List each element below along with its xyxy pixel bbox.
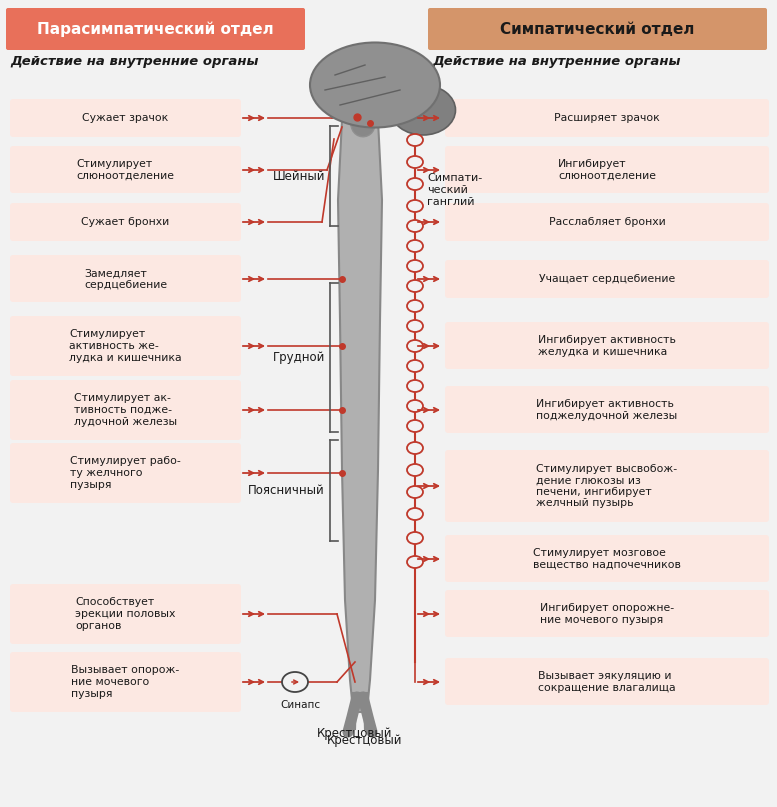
Ellipse shape <box>407 486 423 498</box>
Text: Симпати-
ческий
ганглий: Симпати- ческий ганглий <box>427 174 483 207</box>
Ellipse shape <box>407 442 423 454</box>
FancyBboxPatch shape <box>10 99 241 137</box>
FancyBboxPatch shape <box>445 535 769 582</box>
Text: Расслабляет бронхи: Расслабляет бронхи <box>549 217 665 227</box>
FancyBboxPatch shape <box>10 380 241 440</box>
Text: Поясничный: Поясничный <box>248 484 325 497</box>
Text: Синапс: Синапс <box>280 700 320 710</box>
Ellipse shape <box>407 360 423 372</box>
Text: Парасимпатический отдел: Парасимпатический отдел <box>37 21 274 37</box>
FancyBboxPatch shape <box>428 8 767 50</box>
Text: Стимулирует мозговое
вещество надпочечников: Стимулирует мозговое вещество надпочечни… <box>533 548 681 570</box>
FancyBboxPatch shape <box>445 450 769 522</box>
FancyBboxPatch shape <box>10 255 241 302</box>
FancyBboxPatch shape <box>10 652 241 712</box>
Ellipse shape <box>407 178 423 190</box>
FancyBboxPatch shape <box>10 584 241 644</box>
Text: Крестцовый: Крестцовый <box>317 726 392 739</box>
Text: Стимулирует высвобож-
дение глюкозы из
печени, ингибирует
желчный пузырь: Стимулирует высвобож- дение глюкозы из п… <box>536 463 678 508</box>
Text: Стимулирует
активность же-
лудка и кишечника: Стимулирует активность же- лудка и кишеч… <box>69 329 182 362</box>
Ellipse shape <box>407 240 423 252</box>
FancyBboxPatch shape <box>10 146 241 193</box>
Text: Действие на внутренние органы: Действие на внутренние органы <box>10 56 259 69</box>
Ellipse shape <box>407 400 423 412</box>
Text: Ингибирует активность
поджелудочной железы: Ингибирует активность поджелудочной желе… <box>536 399 678 420</box>
Text: Способствует
эрекции половых
органов: Способствует эрекции половых органов <box>75 597 176 630</box>
FancyBboxPatch shape <box>445 322 769 369</box>
Text: Ингибирует
слюноотделение: Ингибирует слюноотделение <box>558 159 656 181</box>
Ellipse shape <box>310 43 440 128</box>
Ellipse shape <box>407 532 423 544</box>
Text: Крестцовый: Крестцовый <box>327 734 402 747</box>
FancyBboxPatch shape <box>10 316 241 376</box>
Text: Стимулирует рабо-
ту желчного
пузыря: Стимулирует рабо- ту желчного пузыря <box>70 457 181 490</box>
Text: Грудной: Грудной <box>273 351 325 364</box>
FancyBboxPatch shape <box>6 8 305 50</box>
Ellipse shape <box>407 556 423 568</box>
FancyBboxPatch shape <box>445 386 769 433</box>
FancyBboxPatch shape <box>10 443 241 503</box>
Ellipse shape <box>282 672 308 692</box>
Ellipse shape <box>407 156 423 168</box>
FancyBboxPatch shape <box>445 658 769 705</box>
Text: Вызывает эякуляцию и
сокращение влагалища: Вызывает эякуляцию и сокращение влагалищ… <box>538 671 676 692</box>
Ellipse shape <box>407 280 423 292</box>
Text: Стимулирует ак-
тивность поджe-
лудочной железы: Стимулирует ак- тивность поджe- лудочной… <box>74 393 177 427</box>
FancyBboxPatch shape <box>445 146 769 193</box>
FancyBboxPatch shape <box>445 590 769 637</box>
Text: Ингибирует опорожне-
ние мочевого пузыря: Ингибирует опорожне- ние мочевого пузыря <box>540 603 674 625</box>
Text: Стимулирует
слюноотделение: Стимулирует слюноотделение <box>76 159 175 181</box>
Ellipse shape <box>407 220 423 232</box>
Text: Замедляет
сердцебиение: Замедляет сердцебиение <box>84 268 167 290</box>
Text: Сужает зрачок: Сужает зрачок <box>82 113 169 123</box>
Ellipse shape <box>407 420 423 432</box>
Ellipse shape <box>407 340 423 352</box>
Ellipse shape <box>391 85 455 135</box>
Text: Учащает сердцебиение: Учащает сердцебиение <box>539 274 675 284</box>
Ellipse shape <box>407 300 423 312</box>
Text: Действие на внутренние органы: Действие на внутренние органы <box>432 56 681 69</box>
Ellipse shape <box>407 134 423 146</box>
FancyBboxPatch shape <box>445 99 769 137</box>
FancyBboxPatch shape <box>445 260 769 298</box>
Ellipse shape <box>407 260 423 272</box>
FancyBboxPatch shape <box>10 203 241 241</box>
Ellipse shape <box>407 380 423 392</box>
Polygon shape <box>338 120 382 730</box>
Ellipse shape <box>407 320 423 332</box>
Ellipse shape <box>407 464 423 476</box>
Text: Симпатический отдел: Симпатический отдел <box>500 22 694 36</box>
Text: Сужает бронхи: Сужает бронхи <box>82 217 169 227</box>
Text: Ингибирует активность
желудка и кишечника: Ингибирует активность желудка и кишечник… <box>538 335 676 357</box>
Text: Расширяет зрачок: Расширяет зрачок <box>554 113 660 123</box>
Text: Вызывает опорож-
ние мочевого
пузыря: Вызывает опорож- ние мочевого пузыря <box>71 666 179 699</box>
Ellipse shape <box>407 200 423 212</box>
FancyBboxPatch shape <box>445 203 769 241</box>
Ellipse shape <box>407 508 423 520</box>
Text: Шейный: Шейный <box>273 169 325 182</box>
